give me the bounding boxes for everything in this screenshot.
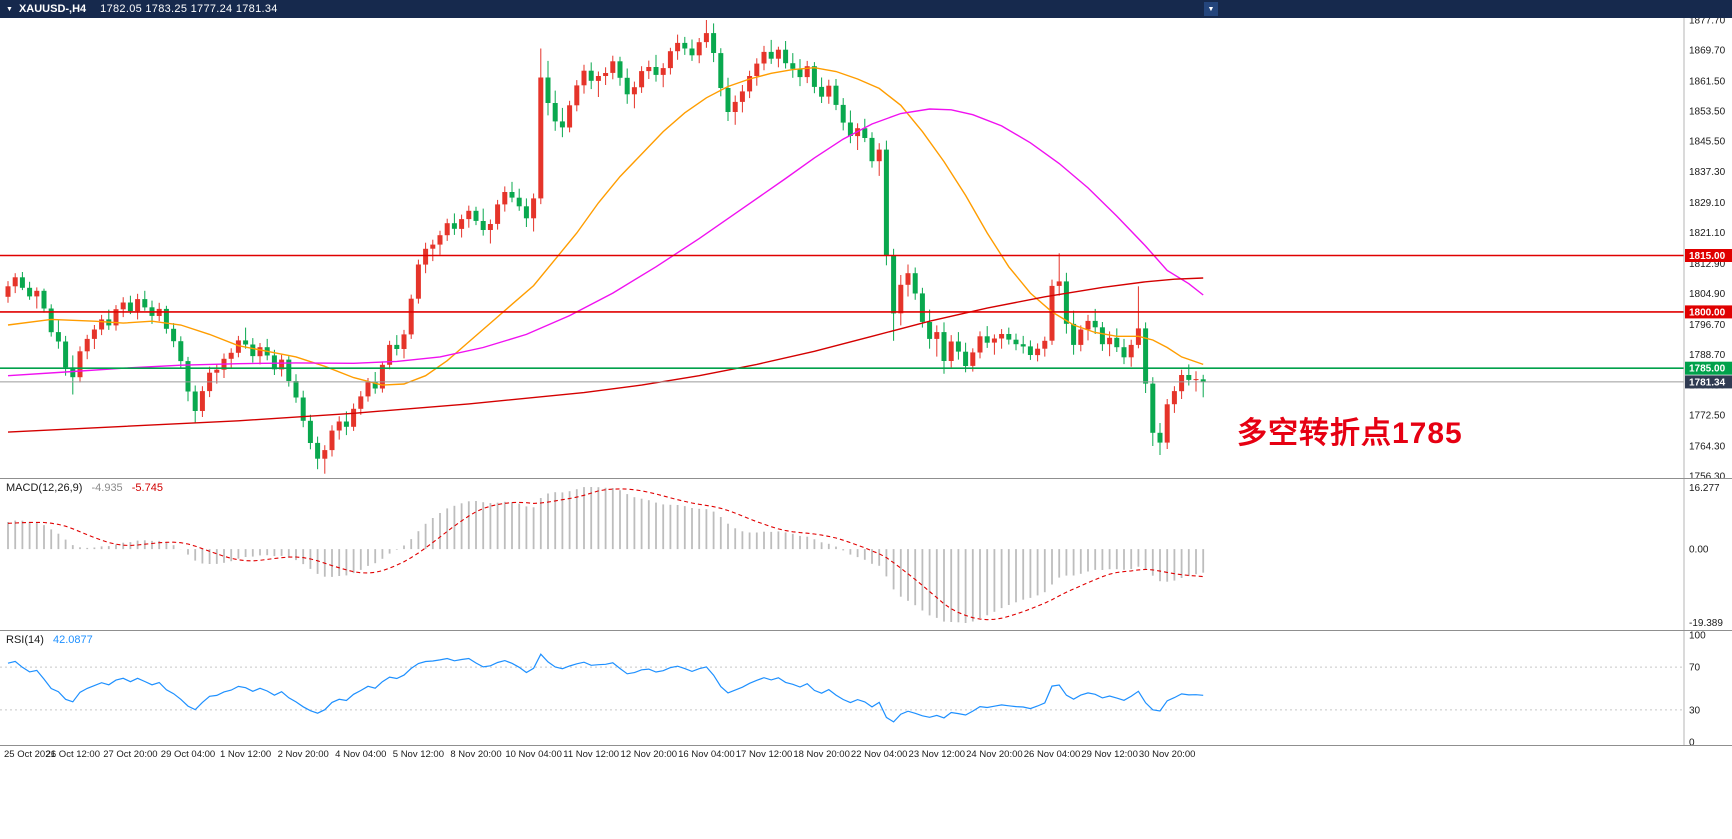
svg-text:16.277: 16.277 [1689,483,1720,494]
rsi-panel: 100 70 30 0 RSI(14) 42.0877 [0,630,1732,745]
ma-slow-red [7,277,1204,433]
time-label: 25 Oct 2021 [4,749,56,760]
svg-text:1815.00: 1815.00 [1689,251,1726,262]
svg-text:70: 70 [1689,663,1701,674]
rsi-canvas[interactable]: 100 70 30 0 [0,631,1732,745]
time-label: 22 Nov 04:00 [850,749,908,760]
time-label: 24 Nov 20:00 [966,749,1023,760]
macd-canvas[interactable]: 16.277 0.00 -19.389 [0,479,1732,630]
rsi-label-row: RSI(14) 42.0877 [6,634,99,646]
macd-axis[interactable]: 16.277 0.00 -19.389 [1683,479,1723,630]
svg-text:1837.30: 1837.30 [1689,167,1726,178]
macd-signal-line [7,488,1204,621]
svg-text:100: 100 [1689,631,1706,642]
svg-text:-19.389: -19.389 [1689,618,1723,629]
macd-signal-value: -5.745 [131,482,163,494]
time-label: 4 Nov 04:00 [335,749,387,760]
svg-text:1829.10: 1829.10 [1689,198,1726,209]
time-axis[interactable]: 25 Oct 2021 26 Oct 12:00 27 Oct 20:00 29 Oc… [0,745,1732,762]
time-label: 29 Nov 12:00 [1081,749,1138,760]
svg-text:1877.70: 1877.70 [1689,18,1726,27]
rsi-value: 42.0877 [52,634,93,646]
svg-text:1821.10: 1821.10 [1689,228,1726,239]
svg-text:1861.50: 1861.50 [1689,76,1726,87]
time-label: 16 Nov 04:00 [678,749,735,760]
macd-main-value: -4.935 [91,482,123,494]
ohlc-values: 1782.05 1783.25 1777.24 1781.34 [100,3,278,15]
price-panel: 1877.70 1869.70 1861.50 1853.50 1845.50 1837.… [0,18,1732,478]
price-axis[interactable]: 1877.70 1869.70 1861.50 1853.50 1845.50 1837.… [1683,18,1732,479]
bottom-whitespace [0,762,1732,839]
chart-annotation-text: 多空转折点1785 [1237,417,1463,450]
ma-fast-orange [7,66,1204,386]
svg-text:1788.70: 1788.70 [1689,350,1726,361]
macd-histogram [7,487,1205,623]
rsi-line [7,653,1204,723]
ma-mid-magenta [7,108,1204,377]
macd-label-row: MACD(12,26,9) -4.935 -5.745 [6,482,169,494]
rsi-axis[interactable]: 100 70 30 0 [1683,631,1706,746]
svg-text:1869.70: 1869.70 [1689,46,1726,57]
time-label: 1 Nov 12:00 [219,749,272,760]
time-label: 2 Nov 20:00 [277,749,329,760]
svg-text:30: 30 [1689,705,1701,716]
svg-text:1800.00: 1800.00 [1689,307,1726,318]
svg-text:1756.30: 1756.30 [1689,472,1726,479]
time-label: 26 Oct 12:00 [45,749,100,760]
time-label: 17 Nov 12:00 [735,749,793,760]
svg-text:1804.90: 1804.90 [1689,289,1726,300]
time-label: 8 Nov 20:00 [450,749,502,760]
time-label: 18 Nov 20:00 [793,749,850,760]
symbol-timeframe-label: XAUUSD-,H4 [18,3,87,15]
time-label: 10 Nov 04:00 [505,749,562,760]
svg-text:1764.30: 1764.30 [1689,442,1726,453]
svg-text:1796.70: 1796.70 [1689,320,1726,331]
time-label: 26 Nov 04:00 [1023,749,1081,760]
chart-scroll-dropdown-icon[interactable]: ▼ [1204,2,1218,16]
svg-text:0: 0 [1689,738,1695,746]
svg-text:1772.50: 1772.50 [1689,411,1726,422]
svg-text:0.00: 0.00 [1689,545,1709,556]
time-label: 5 Nov 12:00 [392,749,445,760]
svg-text:1853.50: 1853.50 [1689,106,1726,117]
price-chart-canvas[interactable]: 1877.70 1869.70 1861.50 1853.50 1845.50 1837.… [0,18,1732,478]
macd-panel: 16.277 0.00 -19.389 MACD(12,26,9) -4.935 -… [0,478,1732,630]
time-label: 27 Oct 20:00 [103,749,158,760]
time-label: 30 Nov 20:00 [1138,749,1196,760]
horizontal-lines-layer [0,254,1684,383]
rsi-levels [0,666,1684,711]
svg-text:1812.90: 1812.90 [1689,259,1726,270]
time-label: 11 Nov 12:00 [563,749,620,760]
chart-header-bar: ▼ XAUUSD-,H4 1782.05 1783.25 1777.24 178… [0,0,1732,18]
time-label: 29 Oct 04:00 [160,749,216,760]
candles-layer [5,20,1206,474]
svg-text:1781.34: 1781.34 [1689,377,1726,388]
rsi-label: RSI(14) [6,634,44,646]
time-label: 23 Nov 12:00 [908,749,966,760]
symbol-dropdown-icon[interactable]: ▼ [6,5,13,13]
svg-text:1845.50: 1845.50 [1689,136,1726,147]
moving-averages-layer [7,66,1204,433]
time-label: 12 Nov 20:00 [620,749,678,760]
svg-text:1785.00: 1785.00 [1689,364,1726,375]
macd-label: MACD(12,26,9) [6,482,83,494]
